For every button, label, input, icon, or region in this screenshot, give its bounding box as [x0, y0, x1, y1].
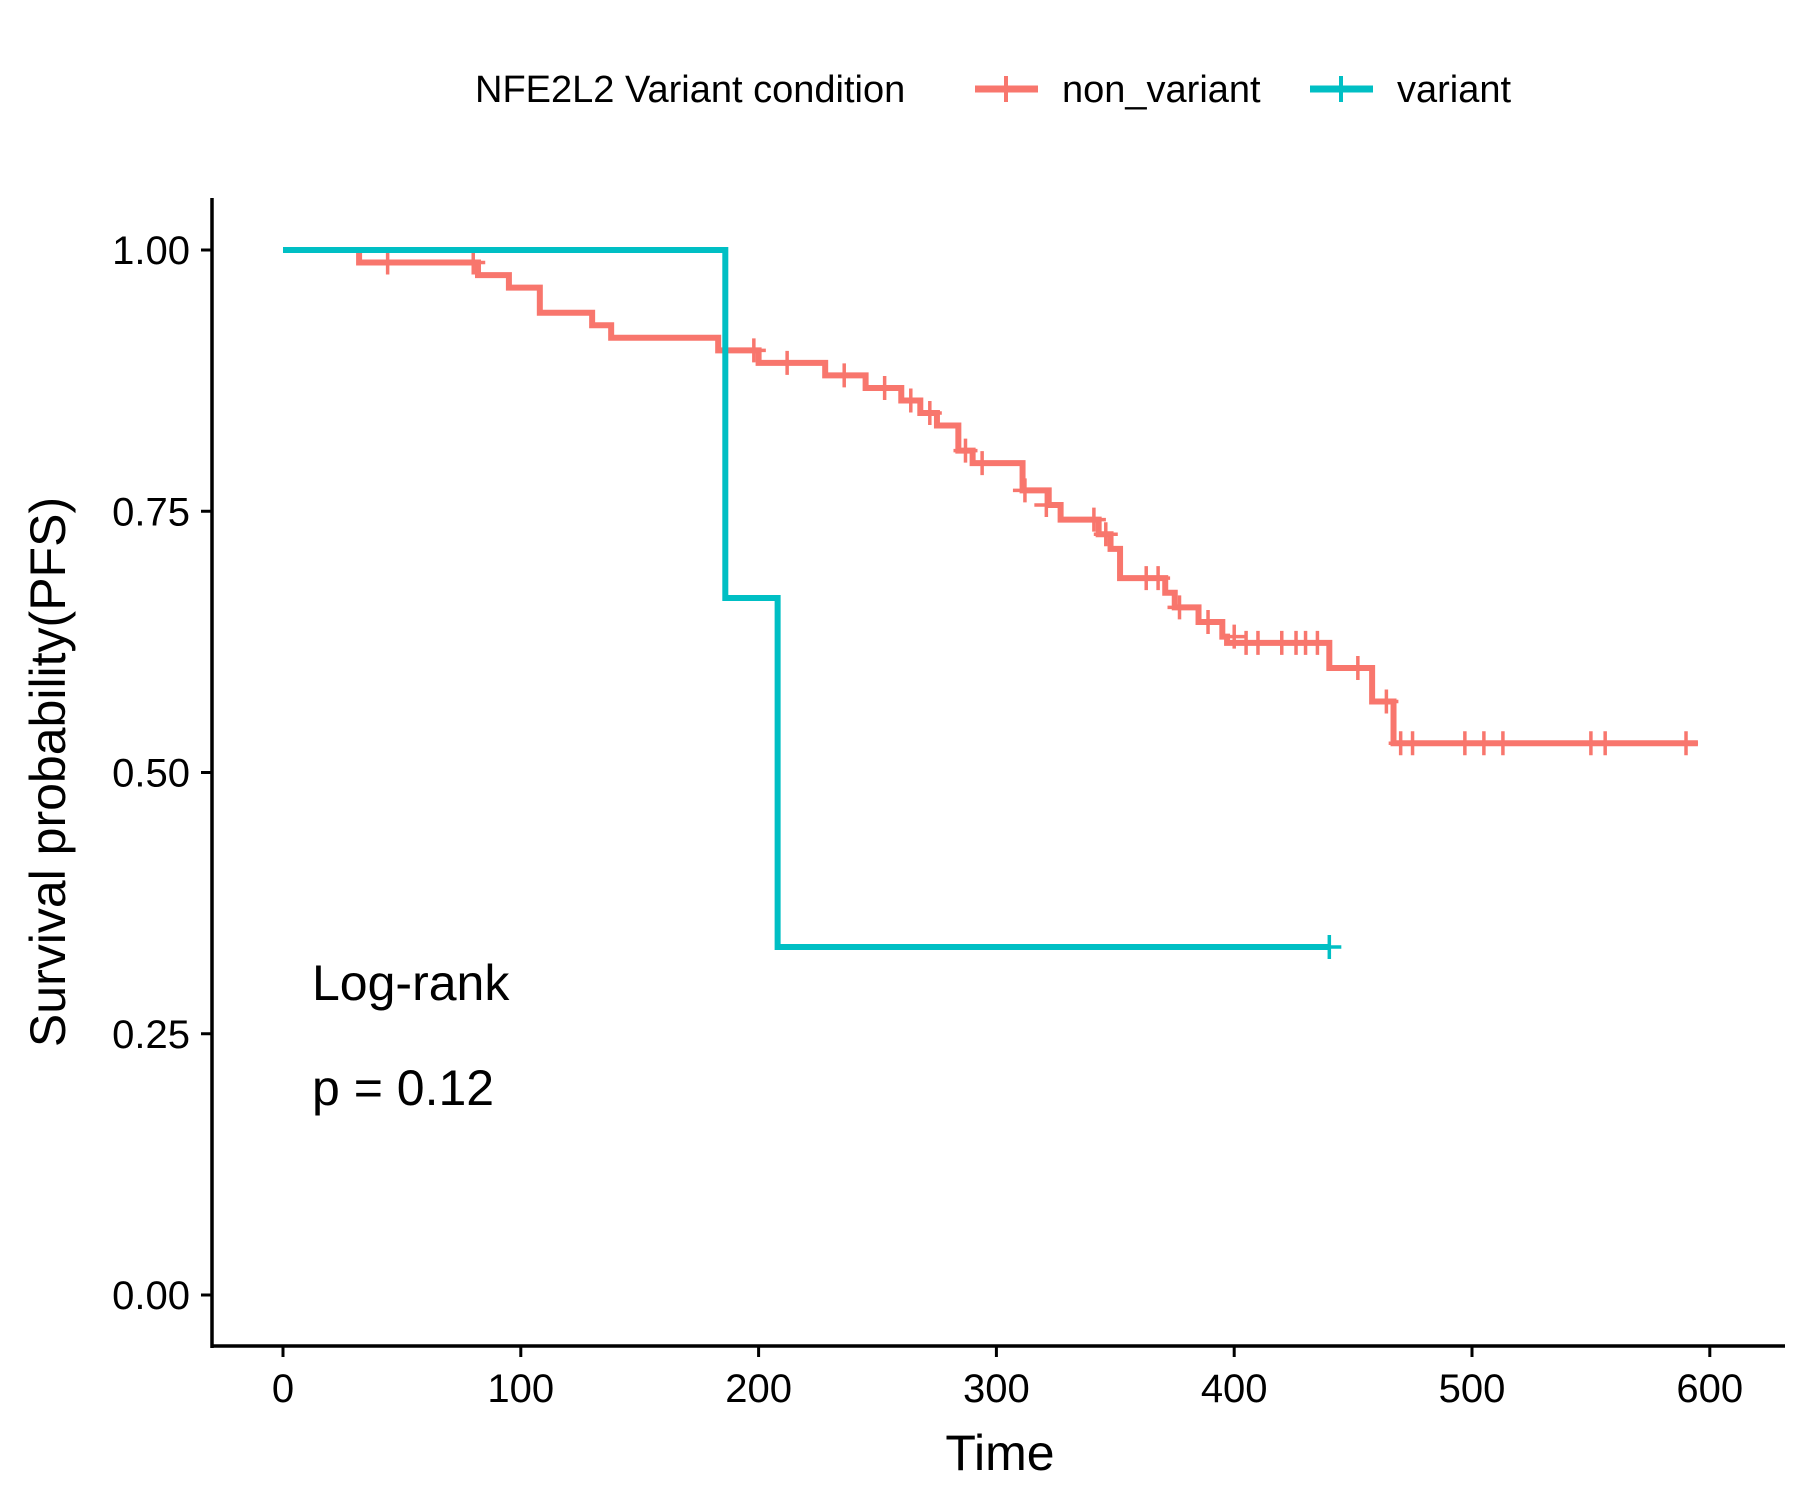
x-axis-title: Time — [945, 1425, 1054, 1481]
censor-mark-non-variant — [1081, 507, 1106, 532]
y-tick-label: 0.25 — [112, 1013, 190, 1057]
censor-mark-non-variant — [1674, 731, 1699, 756]
censor-mark-non-variant — [1305, 630, 1330, 655]
series-line-variant — [283, 247, 1330, 951]
censor-mark-non-variant — [1034, 492, 1059, 517]
legend-entry-variant: variant — [1310, 69, 1511, 111]
censor-mark-non-variant — [1167, 595, 1192, 620]
censor-mark-non-variant — [917, 401, 942, 426]
censor-mark-non-variant — [970, 451, 995, 476]
y-tick-label: 0.50 — [112, 752, 190, 796]
censor-mark-non-variant — [872, 375, 897, 400]
series-line-non-variant — [283, 247, 1698, 747]
y-tick-label: 0.00 — [112, 1274, 190, 1318]
x-tick-label: 200 — [725, 1367, 792, 1411]
x-axis-ticks: 0 100 200 300 400 500 600 — [272, 1346, 1743, 1411]
censor-mark-non-variant — [953, 438, 978, 463]
x-tick-label: 0 — [272, 1367, 294, 1411]
censor-mark-non-variant — [741, 338, 766, 363]
censor-mark-non-variant — [1146, 566, 1171, 591]
x-tick-label: 500 — [1439, 1367, 1506, 1411]
censor-mark-non-variant — [375, 250, 400, 275]
censor-mark-non-variant — [898, 388, 923, 413]
series-layer — [283, 247, 1699, 960]
censor-mark-non-variant — [1196, 610, 1221, 635]
censor-mark-non-variant — [1093, 522, 1118, 547]
legend-label-variant: variant — [1397, 69, 1511, 111]
legend: NFE2L2 Variant condition non_variant var… — [475, 69, 1511, 111]
x-tick-label: 600 — [1676, 1367, 1743, 1411]
x-tick-label: 100 — [487, 1367, 554, 1411]
censor-mark-non-variant — [1490, 731, 1515, 756]
censor-mark-non-variant — [832, 363, 857, 388]
y-tick-label: 0.75 — [112, 490, 190, 534]
x-tick-label: 300 — [963, 1367, 1030, 1411]
censor-mark-non-variant — [1245, 630, 1270, 655]
logrank-label: Log-rank — [312, 955, 510, 1011]
y-axis-ticks: 0.00 0.25 0.50 0.75 1.00 — [112, 229, 212, 1318]
y-tick-label: 1.00 — [112, 229, 190, 273]
legend-label-non-variant: non_variant — [1062, 69, 1261, 111]
legend-entry-non-variant: non_variant — [975, 69, 1261, 111]
censor-mark-non-variant — [775, 350, 800, 375]
censor-mark-non-variant — [1374, 689, 1399, 714]
censor-mark-variant — [1317, 935, 1342, 960]
censor-mark-non-variant — [1012, 478, 1037, 503]
x-tick-label: 400 — [1201, 1367, 1268, 1411]
y-axis-title: Survival probability(PFS) — [20, 497, 76, 1047]
p-value-label: p = 0.12 — [312, 1060, 494, 1116]
censor-mark-non-variant — [461, 250, 486, 275]
legend-title: NFE2L2 Variant condition — [475, 69, 905, 111]
censor-mark-non-variant — [1400, 731, 1425, 756]
censor-mark-non-variant — [1345, 656, 1370, 680]
censor-mark-non-variant — [1593, 731, 1618, 756]
